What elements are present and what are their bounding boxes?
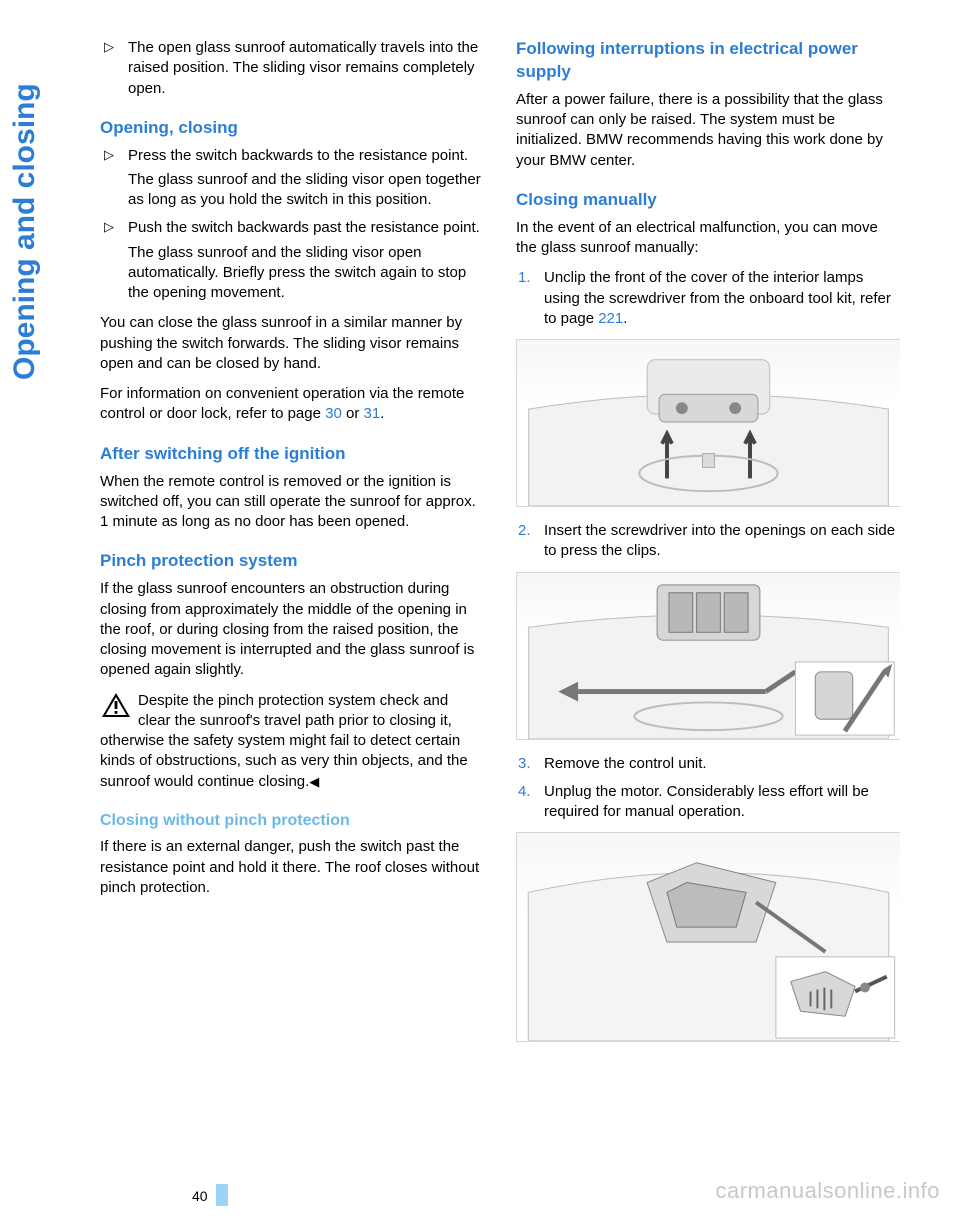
opening-list: Press the switch backwards to the resist… (100, 146, 484, 304)
illustration-1 (516, 339, 900, 507)
illustration-2 (516, 572, 900, 740)
list-item: 2. Insert the screwdriver into the openi… (516, 521, 900, 562)
page-link-221[interactable]: 221 (598, 310, 623, 327)
step-number: 3. (518, 754, 531, 774)
section-side-title: Opening and closing (8, 83, 42, 380)
step-number: 2. (518, 521, 531, 541)
step-number: 4. (518, 782, 531, 802)
step-text: Unplug the motor. Considerably less effo… (544, 783, 869, 820)
illustration-3 (516, 832, 900, 1042)
heading-interruptions: Following interruptions in electrical po… (516, 38, 900, 84)
page-content: The open glass sunroof automatically tra… (100, 38, 900, 1056)
step-text: Remove the control unit. (544, 755, 707, 772)
step-number: 1. (518, 268, 531, 288)
paragraph: When the remote control is removed or th… (100, 472, 484, 533)
heading-closing-without-pinch: Closing without pinch protection (100, 810, 484, 832)
right-column: Following interruptions in electrical po… (516, 38, 900, 1056)
warning-icon (100, 691, 132, 719)
page-number-bar (216, 1184, 228, 1206)
step-text: Insert the screwdriver into the openings… (544, 522, 895, 559)
paragraph: For information on convenient operation … (100, 384, 484, 425)
text: . (623, 310, 627, 327)
page-number: 40 (192, 1188, 208, 1204)
paragraph: If there is an external danger, push the… (100, 837, 484, 898)
warning-text: Despite the pinch protection system chec… (100, 692, 468, 790)
intro-bullet-list: The open glass sunroof automatically tra… (100, 38, 484, 99)
text: or (342, 405, 364, 422)
page-link-30[interactable]: 30 (325, 405, 342, 422)
list-item: The open glass sunroof automatically tra… (100, 38, 484, 99)
heading-after-ignition: After switching off the ignition (100, 443, 484, 466)
step-list: 1. Unclip the front of the cover of the … (516, 268, 900, 329)
paragraph: After a power failure, there is a possib… (516, 90, 900, 171)
heading-pinch-protection: Pinch protection system (100, 550, 484, 573)
list-item-sub: The glass sunroof and the sliding visor … (128, 243, 484, 304)
step-list: 3. Remove the control unit. 4. Unplug th… (516, 754, 900, 823)
list-item-text: Push the switch backwards past the resis… (128, 219, 480, 236)
list-item-sub: The glass sunroof and the sliding visor … (128, 170, 484, 211)
paragraph: In the event of an electrical malfunctio… (516, 218, 900, 259)
warning-block: Despite the pinch protection system chec… (100, 691, 484, 792)
list-item: 1. Unclip the front of the cover of the … (516, 268, 900, 329)
paragraph: If the glass sunroof encounters an obstr… (100, 579, 484, 680)
list-item: 4. Unplug the motor. Considerably less e… (516, 782, 900, 823)
heading-closing-manually: Closing manually (516, 189, 900, 212)
watermark: carmanualsonline.info (715, 1178, 940, 1204)
list-item: 3. Remove the control unit. (516, 754, 900, 774)
list-item: Press the switch backwards to the resist… (100, 146, 484, 211)
paragraph: You can close the glass sunroof in a sim… (100, 313, 484, 374)
heading-opening-closing: Opening, closing (100, 117, 484, 140)
step-text: Unclip the front of the cover of the int… (544, 269, 891, 327)
text: . (380, 405, 384, 422)
text: For information on convenient operation … (100, 385, 464, 422)
page-link-31[interactable]: 31 (364, 405, 381, 422)
left-column: The open glass sunroof automatically tra… (100, 38, 484, 1056)
list-item: Push the switch backwards past the resis… (100, 218, 484, 303)
end-marker-icon: ◀ (309, 774, 319, 789)
step-list: 2. Insert the screwdriver into the openi… (516, 521, 900, 562)
list-item-text: Press the switch backwards to the resist… (128, 147, 468, 164)
